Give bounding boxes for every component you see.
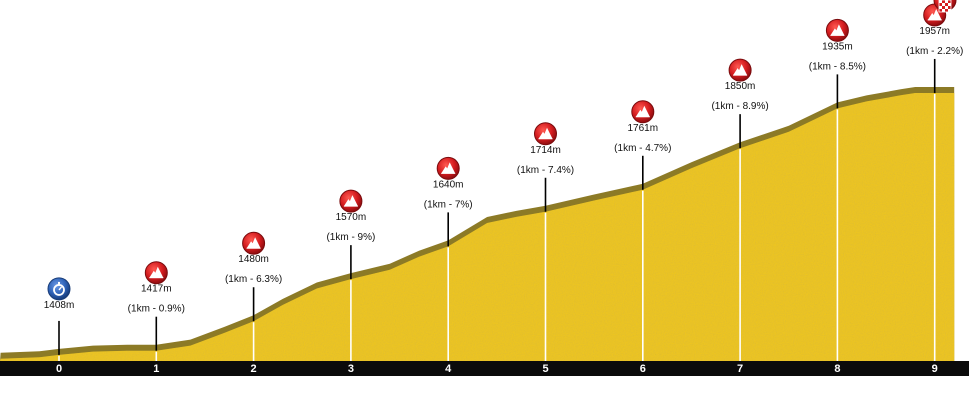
elevation-label: 1850m — [725, 81, 756, 92]
checkered-flag-icon — [933, 0, 957, 13]
mountain-icon — [242, 231, 266, 255]
elevation-label: 1761m — [628, 123, 659, 134]
grade-label: (1km - 8.9%) — [711, 101, 768, 112]
distance-axis — [0, 361, 969, 376]
x-tick-label: 2 — [251, 363, 257, 375]
grade-label: (1km - 0.9%) — [128, 304, 185, 315]
mountain-icon — [339, 189, 363, 213]
mountain-icon — [825, 18, 849, 42]
elevation-label: 1935m — [822, 41, 853, 52]
x-tick-label: 3 — [348, 363, 354, 375]
x-tick-label: 7 — [737, 363, 743, 375]
profile-area — [0, 93, 955, 361]
elevation-label: 1417m — [141, 284, 172, 295]
elevation-label: 1480m — [238, 254, 269, 265]
mountain-icon — [144, 261, 168, 285]
elevation-label: 1957m — [919, 26, 950, 37]
x-tick-label: 1 — [153, 363, 159, 375]
mountain-icon — [534, 122, 557, 146]
x-tick-label: 4 — [445, 363, 452, 375]
finish-elevation-label: 1968m — [931, 0, 962, 3]
mountain-icon — [436, 156, 460, 180]
x-tick-label: 8 — [834, 363, 840, 375]
grade-label: (1km - 4.7%) — [614, 143, 671, 154]
stopwatch-icon — [47, 277, 71, 301]
mountain-icon — [728, 58, 752, 82]
x-tick-label: 0 — [56, 363, 62, 375]
mountain-icon — [631, 100, 655, 124]
grade-label: (1km - 6.3%) — [225, 274, 282, 285]
elevation-label: 1408m — [44, 300, 75, 311]
x-tick-label: 5 — [542, 363, 548, 375]
elevation-label: 1640m — [433, 179, 464, 190]
grade-label: (1km - 8.5%) — [809, 61, 866, 72]
grade-label: (1km - 7.4%) — [517, 165, 574, 176]
elevation-label: 1714m — [530, 145, 561, 156]
grade-label: (1km - 7%) — [424, 199, 473, 210]
elevation-label: 1570m — [336, 212, 367, 223]
grade-label: (1km - 2.2%) — [906, 46, 963, 57]
x-tick-label: 6 — [640, 363, 646, 375]
grade-label: (1km - 9%) — [326, 232, 375, 243]
x-tick-label: 9 — [932, 363, 938, 375]
